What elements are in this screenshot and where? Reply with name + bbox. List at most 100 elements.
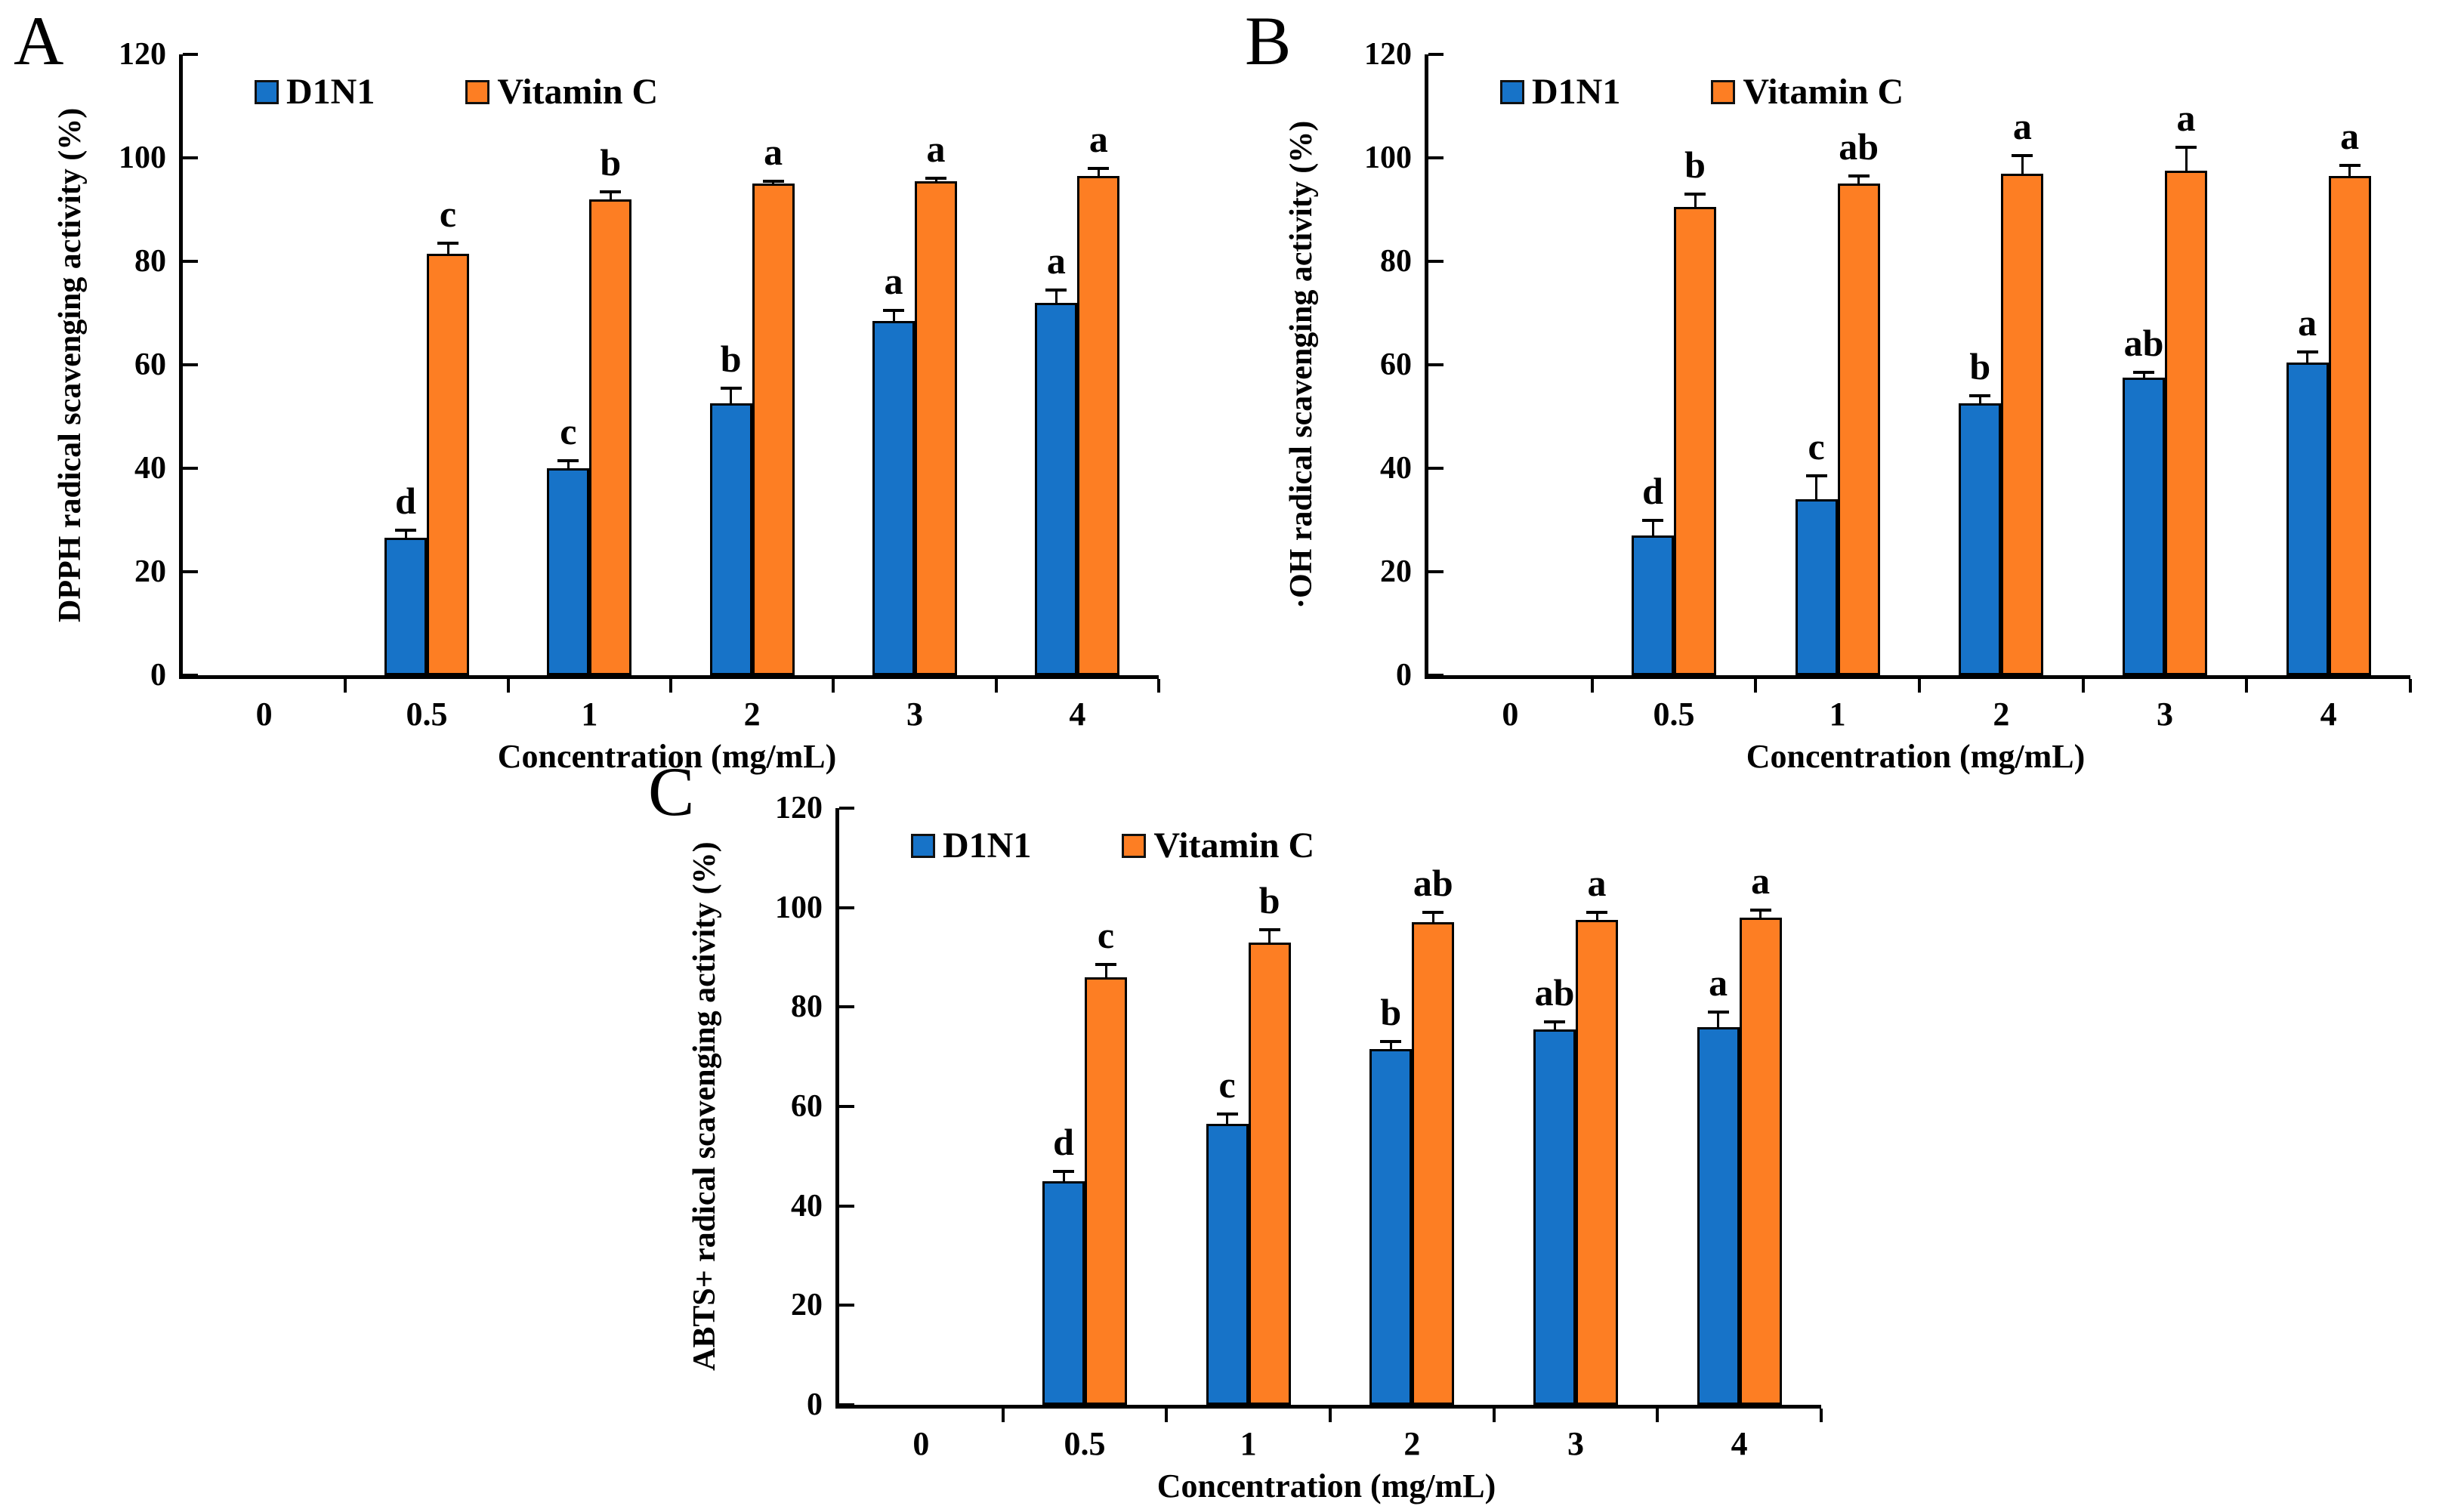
x-axis-title: Concentration (mg/mL) (1746, 738, 2086, 775)
error-bar-cap (1216, 1112, 1238, 1116)
x-tick-label: 0 (255, 696, 273, 733)
legend: D1N1 Vitamin C (911, 825, 1314, 866)
y-tick-label: 120 (1364, 37, 1412, 72)
y-tick-mark (1428, 53, 1444, 56)
error-bar-cap (437, 242, 459, 245)
x-tick-mark (1157, 679, 1160, 693)
error-bar (2142, 372, 2145, 378)
y-axis-title-oh: ·OH radical scavenging activity (%) (1284, 120, 1319, 609)
x-tick-label: 3 (2157, 696, 2173, 733)
significance-letter: a (1046, 239, 1066, 282)
y-tick-label: 20 (134, 554, 166, 589)
x-tick-label: 1 (581, 696, 598, 733)
x-tick-label: 1 (1829, 696, 1846, 733)
y-tick-label: 40 (1380, 451, 1412, 486)
error-bar-cap (762, 179, 784, 183)
error-bar (1268, 930, 1271, 943)
x-tick-mark (1492, 1409, 1496, 1422)
y-tick-mark (183, 467, 198, 470)
y-tick-mark (839, 1204, 854, 1208)
y-tick-mark (183, 363, 198, 366)
y-tick-label: 20 (1380, 554, 1412, 589)
y-tick-mark (183, 53, 198, 56)
panel-letter-b: B (1245, 2, 1292, 79)
error-bar (446, 243, 449, 254)
x-tick-mark (994, 679, 998, 693)
x-tick-mark (1918, 679, 1921, 693)
legend-item-d1n1: D1N1 (1500, 71, 1620, 113)
error-bar-cap (720, 386, 742, 390)
error-bar (1717, 1011, 1720, 1027)
bar-vitamin-c (2001, 173, 2044, 675)
legend-item-vitamin-c: Vitamin C (465, 71, 658, 113)
error-bar (609, 191, 612, 199)
x-tick-label: 1 (1240, 1425, 1257, 1462)
significance-letter: a (2176, 97, 2196, 140)
error-bar (1978, 396, 1981, 404)
significance-letter: b (720, 337, 742, 380)
x-tick-label: 3 (1567, 1425, 1584, 1462)
error-bar (1097, 168, 1100, 176)
x-tick-label: 0 (912, 1425, 930, 1462)
x-tick-mark (1656, 1409, 1660, 1422)
error-bar-cap (1095, 963, 1116, 967)
y-tick-label: 60 (791, 1089, 823, 1124)
y-tick-mark (1428, 674, 1444, 677)
x-tick-label: 4 (2320, 696, 2337, 733)
y-tick-mark (1428, 467, 1444, 470)
error-bar-cap (1053, 1169, 1074, 1173)
bar-vitamin-c (752, 184, 795, 675)
bar-d1n1 (1042, 1180, 1085, 1405)
x-tick-mark (1590, 679, 1594, 693)
significance-letter: a (1751, 859, 1771, 902)
x-tick-mark (506, 679, 510, 693)
bar-vitamin-c (1248, 942, 1291, 1405)
plot-area: D1N1 Vitamin C 0 20 40 60 80 100 120 0 0.5 1 2 3 4 d c… (119, 37, 1160, 733)
error-bar-cap (1544, 1020, 1565, 1024)
bar-d1n1 (1206, 1124, 1249, 1405)
chart-panel-a: A DPPH radical scavenging activity (%) D… (14, 6, 1222, 775)
bar-vitamin-c (1576, 920, 1618, 1405)
y-tick-mark (1428, 156, 1444, 159)
bar-vitamin-c (1077, 175, 1120, 675)
x-tick-mark (344, 679, 347, 693)
bar-d1n1 (2123, 378, 2165, 675)
y-tick-mark (839, 807, 854, 810)
x-tick-label: 0 (1502, 696, 1519, 733)
x-tick-label: 0.5 (1653, 696, 1695, 733)
y-tick-mark (839, 1403, 854, 1406)
error-bar (1857, 175, 1860, 184)
y-tick-label: 20 (791, 1288, 823, 1323)
error-bar-cap (2133, 371, 2154, 375)
significance-letter: a (884, 260, 903, 303)
x-tick-label: 0.5 (1064, 1425, 1106, 1462)
x-tick-mark (1329, 1409, 1332, 1422)
error-bar (1651, 520, 1654, 536)
y-tick-label: 80 (791, 989, 823, 1025)
x-tick-mark (1165, 1409, 1169, 1422)
legend-item-vitamin-c: Vitamin C (1711, 71, 1904, 113)
x-tick-mark (1001, 1409, 1005, 1422)
significance-letter: d (395, 480, 416, 523)
legend-item-vitamin-c: Vitamin C (1122, 825, 1314, 866)
significance-letter: b (1380, 991, 1402, 1034)
significance-letter: a (764, 130, 783, 173)
error-bar (404, 530, 407, 539)
bar-d1n1 (872, 320, 915, 675)
legend: D1N1 Vitamin C (1500, 71, 1904, 113)
x-tick-mark (2081, 679, 2085, 693)
error-bar (892, 310, 895, 321)
error-bar (1431, 912, 1434, 923)
y-tick-mark (839, 1105, 854, 1108)
legend-label-d1n1: D1N1 (286, 72, 375, 112)
x-axis-title: Concentration (mg/mL) (497, 738, 837, 775)
error-bar-cap (557, 458, 579, 462)
bar-d1n1 (547, 468, 590, 675)
error-bar-cap (1380, 1040, 1402, 1044)
error-bar (1226, 1113, 1229, 1125)
error-bar (567, 460, 570, 468)
error-bar (1054, 289, 1058, 303)
significance-letter: a (926, 128, 946, 171)
error-bar-cap (2339, 164, 2361, 168)
